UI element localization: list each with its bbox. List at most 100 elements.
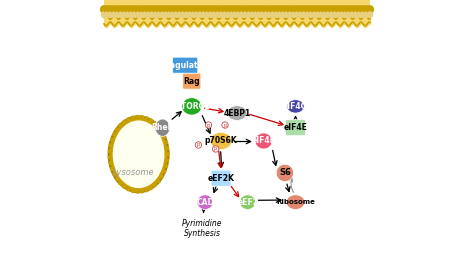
- Circle shape: [114, 6, 121, 13]
- Ellipse shape: [182, 98, 202, 115]
- Ellipse shape: [286, 195, 305, 210]
- Circle shape: [346, 6, 353, 13]
- Circle shape: [146, 12, 152, 17]
- Circle shape: [319, 12, 324, 17]
- Circle shape: [322, 12, 328, 17]
- Circle shape: [116, 177, 118, 181]
- Circle shape: [184, 12, 190, 17]
- Circle shape: [212, 146, 219, 152]
- Circle shape: [165, 159, 169, 162]
- Circle shape: [232, 6, 239, 13]
- Circle shape: [342, 6, 349, 13]
- Circle shape: [121, 6, 128, 13]
- Circle shape: [363, 6, 370, 13]
- FancyBboxPatch shape: [173, 57, 198, 73]
- Circle shape: [270, 6, 277, 13]
- Circle shape: [138, 6, 146, 13]
- Circle shape: [135, 6, 142, 13]
- Circle shape: [346, 12, 352, 17]
- Circle shape: [301, 6, 308, 13]
- Circle shape: [126, 12, 131, 17]
- Circle shape: [109, 162, 112, 165]
- Circle shape: [298, 6, 304, 13]
- Circle shape: [118, 6, 125, 13]
- Text: p: p: [223, 123, 227, 127]
- Circle shape: [236, 12, 241, 17]
- Circle shape: [309, 12, 314, 17]
- Circle shape: [163, 6, 170, 13]
- Circle shape: [304, 6, 311, 13]
- Circle shape: [360, 6, 366, 13]
- Circle shape: [109, 156, 111, 159]
- Circle shape: [164, 141, 167, 144]
- Circle shape: [156, 12, 162, 17]
- Circle shape: [110, 167, 114, 171]
- Circle shape: [140, 190, 144, 193]
- Text: eEF2: eEF2: [237, 198, 258, 207]
- Circle shape: [353, 6, 360, 13]
- Circle shape: [150, 12, 155, 17]
- Circle shape: [163, 135, 165, 139]
- Circle shape: [129, 12, 134, 17]
- FancyBboxPatch shape: [104, 0, 370, 24]
- Circle shape: [167, 12, 172, 17]
- Circle shape: [316, 12, 321, 17]
- Circle shape: [211, 6, 218, 13]
- Circle shape: [311, 6, 318, 13]
- Circle shape: [108, 6, 114, 13]
- Circle shape: [246, 6, 253, 13]
- Circle shape: [101, 12, 107, 17]
- Ellipse shape: [109, 117, 168, 192]
- Circle shape: [195, 142, 201, 148]
- Text: p70S6K: p70S6K: [205, 136, 237, 146]
- Circle shape: [259, 6, 266, 13]
- Circle shape: [142, 6, 149, 13]
- Circle shape: [287, 6, 294, 13]
- Circle shape: [264, 12, 269, 17]
- Circle shape: [277, 6, 283, 13]
- Circle shape: [257, 12, 262, 17]
- Circle shape: [108, 12, 114, 17]
- Circle shape: [132, 12, 138, 17]
- Circle shape: [145, 117, 148, 120]
- Ellipse shape: [197, 195, 213, 210]
- Circle shape: [267, 12, 273, 17]
- Ellipse shape: [255, 133, 272, 149]
- Circle shape: [145, 188, 148, 192]
- Text: eIF4B: eIF4B: [251, 136, 276, 146]
- Text: p: p: [214, 147, 218, 151]
- Circle shape: [173, 6, 180, 13]
- Circle shape: [113, 173, 116, 176]
- Text: eIF4G: eIF4G: [283, 102, 308, 111]
- Circle shape: [274, 12, 279, 17]
- Circle shape: [136, 12, 141, 17]
- Circle shape: [160, 12, 165, 17]
- Circle shape: [113, 133, 116, 136]
- Circle shape: [109, 144, 112, 147]
- Circle shape: [194, 6, 201, 13]
- Circle shape: [140, 116, 144, 119]
- Text: Ragulator: Ragulator: [164, 61, 207, 70]
- Circle shape: [205, 12, 210, 17]
- Circle shape: [215, 12, 221, 17]
- Circle shape: [357, 12, 362, 17]
- Circle shape: [111, 6, 118, 13]
- Circle shape: [110, 138, 114, 141]
- Circle shape: [156, 6, 163, 13]
- Ellipse shape: [240, 195, 255, 210]
- Ellipse shape: [276, 164, 293, 182]
- Circle shape: [174, 12, 179, 17]
- Circle shape: [239, 12, 245, 17]
- Text: eIF4E: eIF4E: [283, 123, 308, 132]
- Circle shape: [176, 6, 183, 13]
- Circle shape: [336, 6, 342, 13]
- Circle shape: [204, 6, 211, 13]
- Circle shape: [360, 12, 366, 17]
- Circle shape: [343, 12, 348, 17]
- Circle shape: [339, 6, 346, 13]
- Circle shape: [159, 6, 166, 13]
- Circle shape: [187, 6, 194, 13]
- Circle shape: [157, 180, 160, 183]
- Text: Rheb: Rheb: [152, 123, 173, 132]
- Circle shape: [163, 170, 165, 173]
